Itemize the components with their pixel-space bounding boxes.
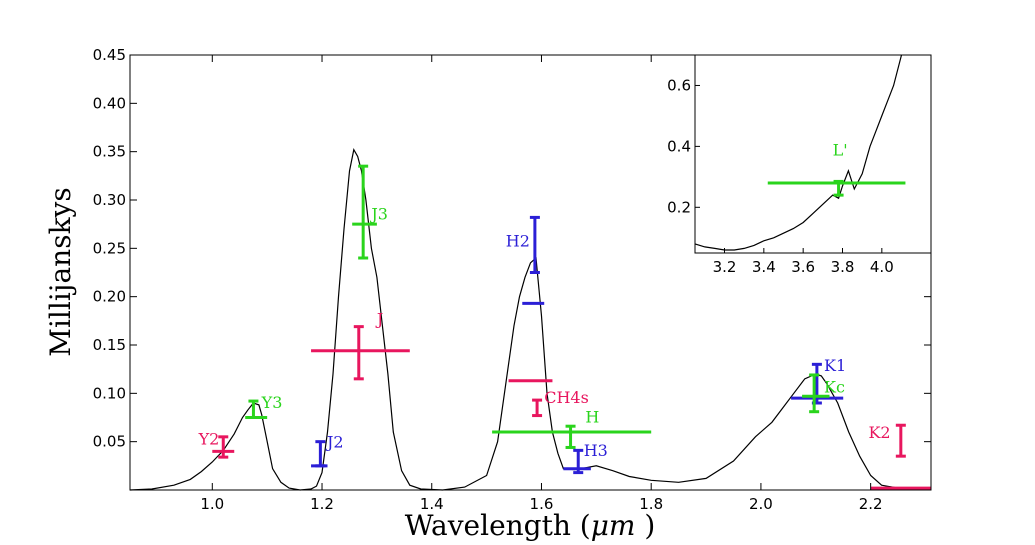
band-j2: J2 bbox=[311, 432, 344, 468]
band-label: CH4s bbox=[544, 388, 589, 407]
band-j3: J3 bbox=[352, 164, 388, 260]
band-label: Y2 bbox=[198, 430, 220, 449]
x-tick-label: 1.6 bbox=[530, 495, 554, 513]
inset-frame bbox=[694, 54, 932, 254]
band-y2: Y2 bbox=[198, 430, 235, 459]
x-tick-label: 1.4 bbox=[420, 495, 444, 513]
inset-y-tick-label: 0.4 bbox=[667, 137, 691, 155]
band-h: H bbox=[492, 407, 652, 449]
band-label: L' bbox=[833, 141, 848, 160]
inset-band-l: L' bbox=[767, 141, 906, 197]
inset-y-tick-label: 0.2 bbox=[667, 198, 691, 216]
y-tick-label: 0.45 bbox=[93, 46, 126, 64]
inset-spectrum-line bbox=[694, 54, 903, 251]
x-tick-label: 2.0 bbox=[749, 495, 773, 513]
inset-plot: L' 0.2 0.4 0.6 3.2 3.4 3.6 3.8 4.0 bbox=[667, 54, 932, 276]
x-axis-unit: μm bbox=[591, 509, 636, 542]
y-tick-label: 0.40 bbox=[93, 94, 126, 112]
inset-y-axis-ticks: 0.2 0.4 0.6 bbox=[667, 76, 700, 216]
inset-x-tick-label: 3.2 bbox=[713, 258, 737, 276]
x-tick-label: 1.8 bbox=[639, 495, 663, 513]
x-axis-ticks: 1.0 1.2 1.4 1.6 1.8 2.0 2.2 bbox=[200, 55, 883, 513]
y-tick-label: 0.05 bbox=[93, 433, 126, 451]
band-label: J3 bbox=[369, 204, 388, 223]
band-label: K1 bbox=[824, 356, 846, 375]
inset-x-tick-label: 3.4 bbox=[752, 258, 776, 276]
inset-x-axis-ticks: 3.2 3.4 3.6 3.8 4.0 bbox=[713, 248, 894, 276]
band-kc: Kc bbox=[802, 373, 845, 414]
band-k2: K2 bbox=[868, 423, 931, 490]
y-tick-label: 0.25 bbox=[93, 239, 126, 257]
x-tick-label: 1.2 bbox=[310, 495, 334, 513]
band-j: J bbox=[311, 310, 410, 381]
band-label: J bbox=[375, 310, 383, 329]
y-axis-title: Millijanskys bbox=[44, 187, 77, 356]
x-tick-label: 1.0 bbox=[200, 495, 224, 513]
band-ch4s: CH4s bbox=[508, 379, 589, 418]
band-label: J2 bbox=[325, 432, 344, 451]
band-label: H bbox=[585, 407, 599, 426]
inset-x-tick-label: 4.0 bbox=[870, 258, 894, 276]
inset-y-tick-label: 0.6 bbox=[667, 76, 691, 94]
x-tick-label: 2.2 bbox=[859, 495, 883, 513]
band-h2: H2 bbox=[506, 215, 545, 305]
inset-background bbox=[695, 55, 931, 253]
y-tick-label: 0.10 bbox=[93, 384, 126, 402]
inset-x-tick-label: 3.8 bbox=[831, 258, 855, 276]
y-tick-label: 0.15 bbox=[93, 336, 126, 354]
inset-filter-band: L' bbox=[767, 141, 906, 197]
main-plot-frame bbox=[129, 54, 932, 491]
y-tick-label: 0.20 bbox=[93, 288, 126, 306]
band-h3: H3 bbox=[563, 441, 608, 475]
band-label: H2 bbox=[506, 231, 530, 250]
band-label: K2 bbox=[868, 423, 890, 442]
inset-x-tick-label: 3.6 bbox=[791, 258, 815, 276]
band-label: Kc bbox=[824, 377, 845, 396]
y-tick-label: 0.30 bbox=[93, 191, 126, 209]
y-tick-label: 0.35 bbox=[93, 143, 126, 161]
band-label: Y3 bbox=[261, 393, 283, 412]
x-axis-title: Wavelength (μm ) bbox=[405, 509, 656, 542]
band-y3: Y3 bbox=[245, 393, 283, 419]
y-axis-ticks: 0.05 0.10 0.15 0.20 0.25 0.30 0.35 0.40 0.45 bbox=[93, 46, 931, 451]
band-label: H3 bbox=[584, 441, 608, 460]
